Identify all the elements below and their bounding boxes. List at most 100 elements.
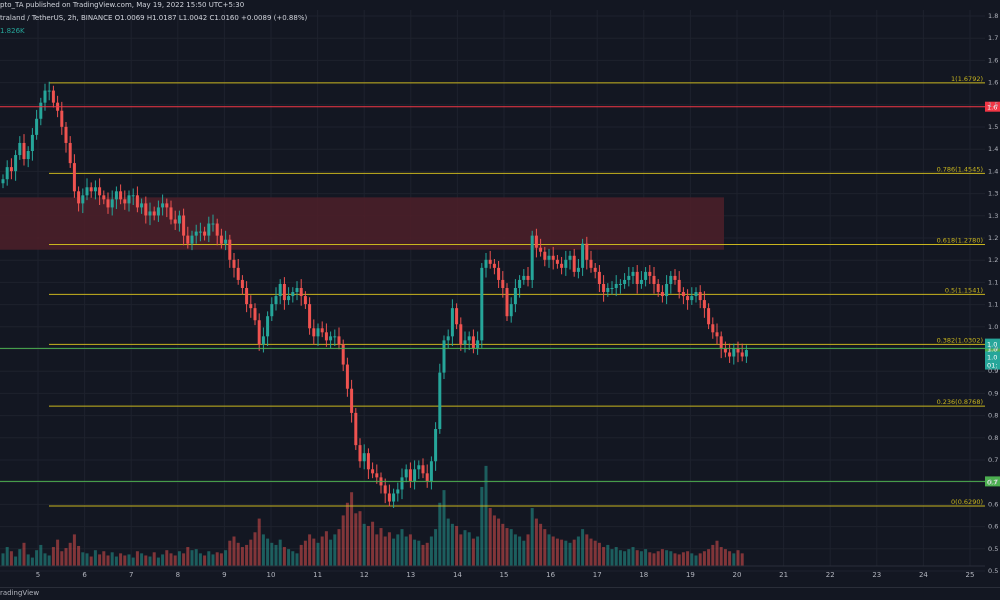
volume-bar	[131, 557, 135, 566]
candle-body	[677, 279, 681, 293]
volume-bar	[30, 557, 34, 566]
volume-bar	[291, 551, 295, 566]
y-tick-label: 1.4	[988, 145, 998, 153]
volume-bar	[224, 550, 228, 566]
volume-bar	[182, 553, 186, 566]
tradingview-brand[interactable]: radingView	[0, 589, 40, 597]
candle-body	[39, 102, 43, 119]
candle-body	[345, 364, 349, 389]
fib-label: 0.786(1.4545)	[937, 165, 983, 173]
candle-body	[144, 203, 148, 216]
candle-body	[639, 279, 643, 284]
volume-bar	[299, 544, 303, 566]
volume-bar	[123, 555, 127, 566]
candle-body	[505, 288, 509, 317]
candle-body	[165, 203, 169, 208]
candle-body	[429, 461, 433, 482]
candle-body	[51, 90, 55, 103]
volume-bar	[333, 534, 337, 566]
volume-bar	[732, 553, 736, 566]
volume-bar	[278, 539, 282, 566]
candle-body	[190, 235, 194, 244]
volume-bar	[434, 529, 438, 566]
volume-bar	[631, 547, 635, 566]
volume-bar	[526, 534, 530, 566]
price-badge	[985, 338, 1000, 349]
y-tick-label: 1.5	[988, 101, 998, 109]
candle-body	[261, 336, 265, 345]
volume-bar	[425, 542, 429, 566]
candle-body	[539, 247, 543, 252]
x-tick-label: 25	[966, 571, 975, 579]
x-tick-label: 7	[129, 571, 133, 579]
candle-body	[694, 292, 698, 297]
x-tick-label: 19	[686, 571, 695, 579]
candle-body	[77, 191, 81, 204]
volume-bar	[215, 552, 219, 566]
y-tick-label: 0.9	[988, 389, 998, 397]
candle-body	[89, 187, 93, 192]
y-tick-label: 0.5	[988, 567, 998, 575]
volume-bar	[446, 518, 450, 566]
volume-bar	[77, 545, 81, 566]
volume-bar	[165, 550, 169, 566]
y-tick-label: 1.0	[988, 323, 998, 331]
candle-body	[442, 340, 446, 373]
volume-bar	[509, 529, 513, 566]
candle-body	[543, 251, 547, 260]
candle-body	[686, 296, 690, 301]
candle-body	[396, 489, 400, 494]
candle-body	[182, 215, 186, 236]
candle-body	[253, 308, 257, 321]
price-badge	[985, 359, 1000, 370]
volume-bar	[652, 553, 656, 566]
volume-bar	[589, 538, 593, 566]
volume-bar	[686, 551, 690, 566]
volume-bar	[14, 556, 18, 566]
candle-body	[446, 336, 450, 341]
price-badge	[985, 351, 1000, 362]
volume-bar	[240, 547, 244, 566]
volume-bar	[669, 551, 673, 566]
volume-bar	[627, 549, 631, 566]
candle-body	[299, 288, 303, 297]
level-badge	[985, 101, 1000, 112]
candle-body	[564, 259, 568, 268]
volume-bar	[316, 542, 320, 566]
y-tick-label: 1.7	[988, 34, 998, 42]
candle-body	[644, 271, 648, 280]
candle-body	[249, 304, 253, 309]
candle-body	[198, 231, 202, 233]
volume-bar	[715, 540, 719, 566]
candle-body	[459, 324, 463, 345]
y-tick-label: 0.7	[988, 478, 998, 486]
volume-bar	[245, 544, 249, 566]
volume-bar	[484, 465, 488, 566]
y-tick-label: 1.0	[988, 345, 998, 353]
candle-body	[329, 336, 333, 341]
candle-body	[287, 296, 291, 301]
volume-bar	[114, 556, 118, 566]
volume-bar	[207, 551, 211, 566]
candle-body	[627, 275, 631, 280]
volume-bar	[572, 539, 576, 566]
candle-body	[606, 288, 610, 293]
volume-bar	[534, 518, 538, 566]
volume-bar	[358, 511, 362, 566]
candle-body	[576, 267, 580, 272]
y-tick-label: 1.2	[988, 256, 998, 264]
candle-body	[354, 412, 358, 446]
volume-bar	[26, 554, 30, 566]
level-badge-text: 1.6	[987, 104, 997, 112]
volume-bar	[392, 538, 396, 566]
volume-bar	[610, 549, 614, 566]
x-tick-label: 18	[639, 571, 648, 579]
volume-bar	[492, 515, 496, 566]
candle-body	[102, 195, 106, 200]
candle-body	[362, 453, 366, 462]
fib-label: 1(1.6792)	[951, 75, 983, 83]
price-badge-text: 1.0	[987, 353, 997, 361]
volume-bar	[371, 521, 375, 566]
volume-bar	[471, 538, 475, 566]
